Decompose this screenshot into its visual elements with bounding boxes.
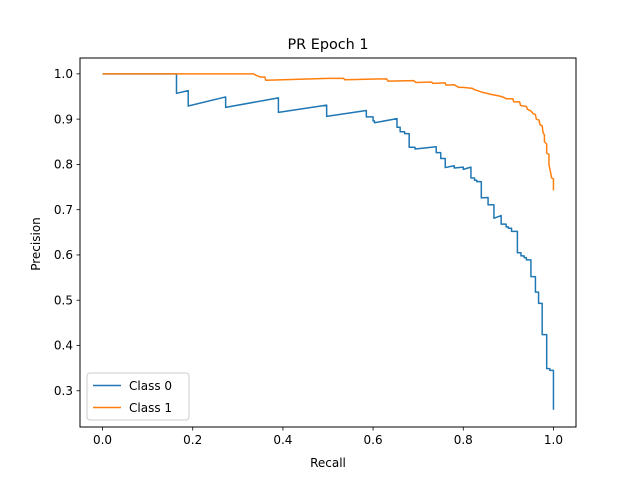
y-tick-label: 0.6 <box>54 248 73 262</box>
plot-frame <box>79 57 577 428</box>
series-line-class-1 <box>102 73 555 191</box>
x-tick-label: 0.8 <box>454 433 473 447</box>
legend: Class 0 Class 1 <box>86 372 190 421</box>
x-tick-label: 0.4 <box>273 433 292 447</box>
x-tick-label: 0.0 <box>93 433 112 447</box>
y-axis: 0.3 0.4 0.5 0.6 0.7 0.8 0.9 1.0 <box>54 67 80 398</box>
x-tick-label: 1.0 <box>544 433 563 447</box>
y-tick-label: 0.8 <box>54 158 73 172</box>
y-tick-label: 0.3 <box>54 384 73 398</box>
y-tick-label: 0.4 <box>54 339 73 353</box>
plot-area <box>80 58 576 427</box>
x-axis: 0.0 0.2 0.4 0.6 0.8 1.0 <box>93 427 563 447</box>
chart-title: PR Epoch 1 <box>287 37 368 53</box>
x-tick-label: 0.2 <box>183 433 202 447</box>
y-tick-label: 0.5 <box>54 293 73 307</box>
series-line-class-0 <box>102 73 555 410</box>
legend-label-class-1: Class 1 <box>129 401 172 415</box>
y-tick-label: 1.0 <box>54 67 73 81</box>
y-tick-label: 0.9 <box>54 112 73 126</box>
y-axis-label: Precision <box>29 217 43 271</box>
y-tick-label: 0.7 <box>54 203 73 217</box>
series-layer <box>102 73 555 410</box>
legend-label-class-0: Class 0 <box>129 379 172 393</box>
x-axis-label: Recall <box>310 456 346 470</box>
x-tick-label: 0.6 <box>364 433 383 447</box>
